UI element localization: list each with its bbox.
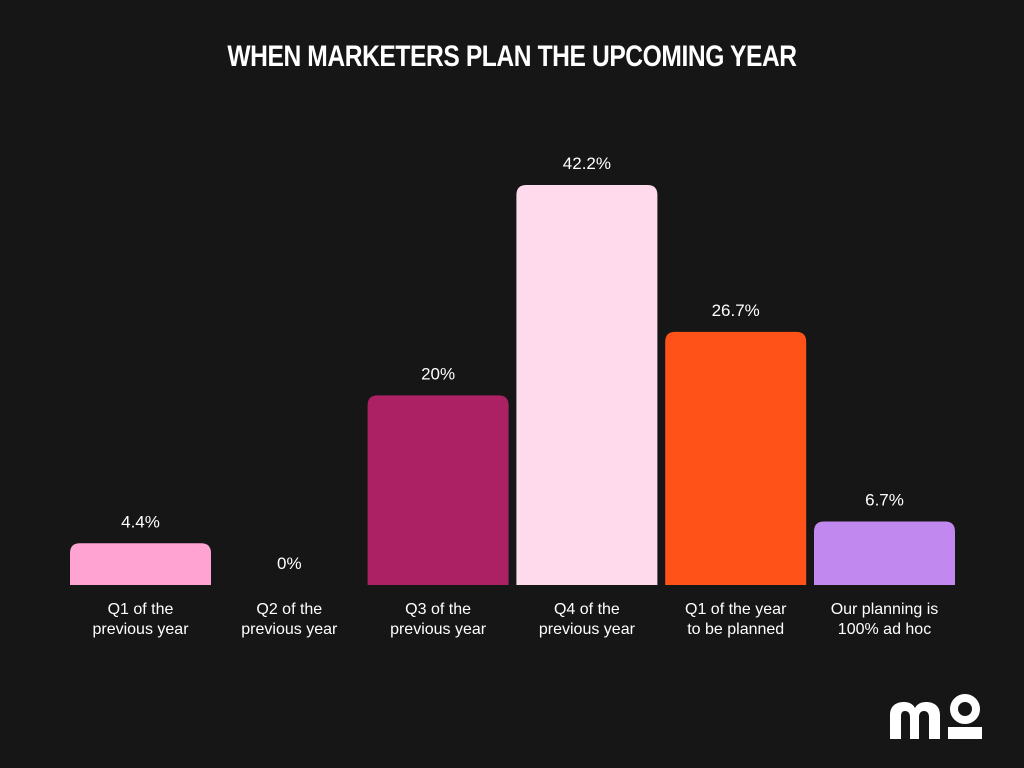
logo-letter-m [890,702,940,739]
data-label: 0% [277,554,302,573]
data-label: 26.7% [712,301,760,320]
category-label: Q3 of the [405,601,471,618]
data-label: 4.4% [121,512,160,531]
bar [814,521,955,585]
data-label: 42.2% [563,154,611,173]
chart-title: WHEN MARKETERS PLAN THE UPCOMING YEAR [227,40,797,73]
category-label: to be planned [687,621,784,638]
category-label: previous year [92,621,189,638]
category-label: Q1 of the [108,601,174,618]
category-label: Q1 of the year [685,601,787,618]
category-label: Q4 of the [554,601,620,618]
logo-underline [948,727,982,739]
bar [70,543,211,585]
logo-letter-o [950,694,980,724]
bar [516,185,658,585]
bar [665,331,807,585]
category-label: 100% ad hoc [838,621,931,638]
bar [367,395,509,585]
category-label: Q2 of the [256,601,322,618]
category-label: previous year [241,621,338,638]
data-label: 6.7% [865,490,904,509]
category-label: previous year [390,621,487,638]
bar-chart: 4.4% Q1 of the previous year 0% Q2 of the pre… [70,154,955,638]
category-label: Our planning is [831,601,939,618]
mo-logo [890,694,982,739]
data-label: 20% [421,364,455,383]
category-label: previous year [539,621,636,638]
